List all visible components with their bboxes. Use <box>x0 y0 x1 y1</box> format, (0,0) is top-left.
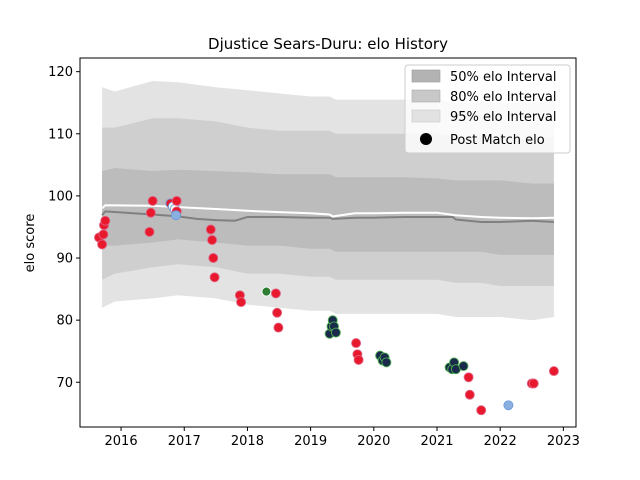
post-match-point <box>458 361 469 372</box>
post-match-point <box>381 357 392 368</box>
legend-label-80: 80% elo Interval <box>450 90 557 105</box>
post-match-point <box>209 272 220 283</box>
y-axis-label: elo score <box>23 214 38 273</box>
x-tick-label: 2021 <box>420 434 453 449</box>
legend-label-95: 95% elo Interval <box>450 110 557 125</box>
post-match-point <box>503 400 514 411</box>
band-50 <box>102 168 554 255</box>
post-match-point <box>171 210 181 221</box>
post-match-point <box>145 207 156 218</box>
post-match-point <box>236 297 247 308</box>
post-match-point <box>272 307 283 318</box>
post-match-point <box>147 195 158 206</box>
post-match-point <box>476 405 487 416</box>
post-match-point <box>98 229 109 240</box>
post-match-point <box>144 226 155 237</box>
post-match-point <box>208 253 219 263</box>
x-tick-label: 2017 <box>168 434 201 449</box>
x-tick-label: 2018 <box>231 434 264 449</box>
legend-swatch-80 <box>411 89 441 103</box>
y-tick-label: 90 <box>56 252 73 267</box>
legend-marker-post-match <box>420 133 432 145</box>
post-match-point <box>207 235 218 245</box>
legend-box <box>404 64 571 154</box>
series-line-0 <box>101 210 554 223</box>
post-match-point <box>464 389 475 400</box>
legend-swatch-50 <box>411 69 441 83</box>
y-tick-label: 100 <box>48 189 73 204</box>
post-match-point <box>528 378 539 389</box>
chart-title: Djustice Sears-Duru: elo History <box>208 35 448 53</box>
x-tick-label: 2016 <box>105 434 138 449</box>
y-tick-label: 120 <box>48 65 73 80</box>
post-match-point <box>171 195 182 206</box>
post-match-point <box>463 372 474 383</box>
legend-label-post-match: Post Match elo <box>450 133 545 148</box>
x-tick-label: 2023 <box>547 434 580 449</box>
post-match-point <box>353 354 364 365</box>
post-match-point <box>100 215 111 226</box>
post-match-point <box>261 286 272 297</box>
legend: 50% elo Interval 80% elo Interval 95% el… <box>404 64 571 154</box>
post-match-point <box>97 239 108 250</box>
post-match-point <box>548 366 559 377</box>
axes-frame <box>79 57 577 428</box>
y-tick-label: 110 <box>48 127 73 142</box>
y-tick-label: 70 <box>56 376 73 391</box>
y-tick-label: 80 <box>56 314 73 329</box>
x-tick-label: 2019 <box>294 434 327 449</box>
legend-swatch-95 <box>411 109 441 123</box>
legend-label-50: 50% elo Interval <box>450 70 557 85</box>
x-tick-label: 2022 <box>484 434 517 449</box>
axis-ticks: 2016 2017 2018 2019 2020 2021 2022 2023 70 80 90 10… <box>48 65 580 449</box>
x-tick-label: 2020 <box>357 434 390 449</box>
post-match-point <box>270 288 281 299</box>
post-match-point <box>351 338 362 349</box>
post-match-point <box>330 327 341 338</box>
post-match-point <box>273 322 284 333</box>
post-match-point <box>205 224 216 235</box>
